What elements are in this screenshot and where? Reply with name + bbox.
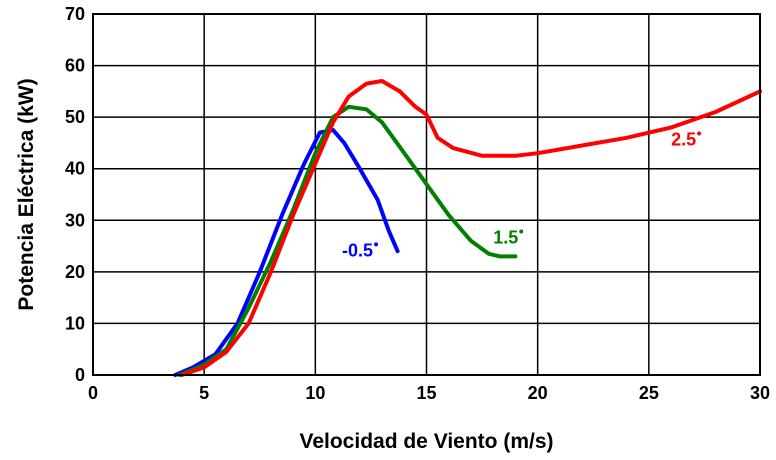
y-tick-label: 60	[65, 56, 85, 76]
x-tick-label: 0	[88, 383, 98, 403]
series-label: -0.5	[342, 240, 373, 260]
y-tick-label: 50	[65, 107, 85, 127]
plot-frame	[92, 13, 761, 376]
x-tick-label: 20	[528, 383, 548, 403]
series-line	[177, 104, 518, 377]
y-axis-title: Potencia Eléctrica (kW)	[15, 78, 38, 310]
y-tick-label: 70	[65, 4, 85, 24]
x-tick-label: 30	[750, 383, 770, 403]
series-label: 1.5	[493, 227, 518, 247]
grid	[93, 14, 760, 375]
y-tick-label: 30	[65, 210, 85, 230]
x-tick-label: 10	[305, 383, 325, 403]
degree-mark	[519, 229, 524, 234]
x-tick-label: 5	[199, 383, 209, 403]
x-axis-title: Velocidad de Viento (m/s)	[299, 430, 553, 453]
y-tick-label: 0	[75, 365, 85, 385]
degree-mark	[374, 242, 379, 247]
degree-mark	[697, 131, 702, 136]
series-label: 2.5	[671, 130, 696, 150]
y-tick-label: 20	[65, 262, 85, 282]
y-tick-label: 40	[65, 159, 85, 179]
series-line	[179, 79, 762, 377]
series-lines	[173, 79, 762, 377]
x-tick-label: 15	[416, 383, 436, 403]
tick-labels: 0 5 10 15 20 25 30 0 10 20 30 40 50 60 70	[65, 4, 770, 403]
series-labels: -0.5 1.5 2.5	[342, 130, 702, 260]
series-line	[173, 128, 400, 377]
y-tick-label: 10	[65, 313, 85, 333]
x-tick-label: 25	[639, 383, 659, 403]
